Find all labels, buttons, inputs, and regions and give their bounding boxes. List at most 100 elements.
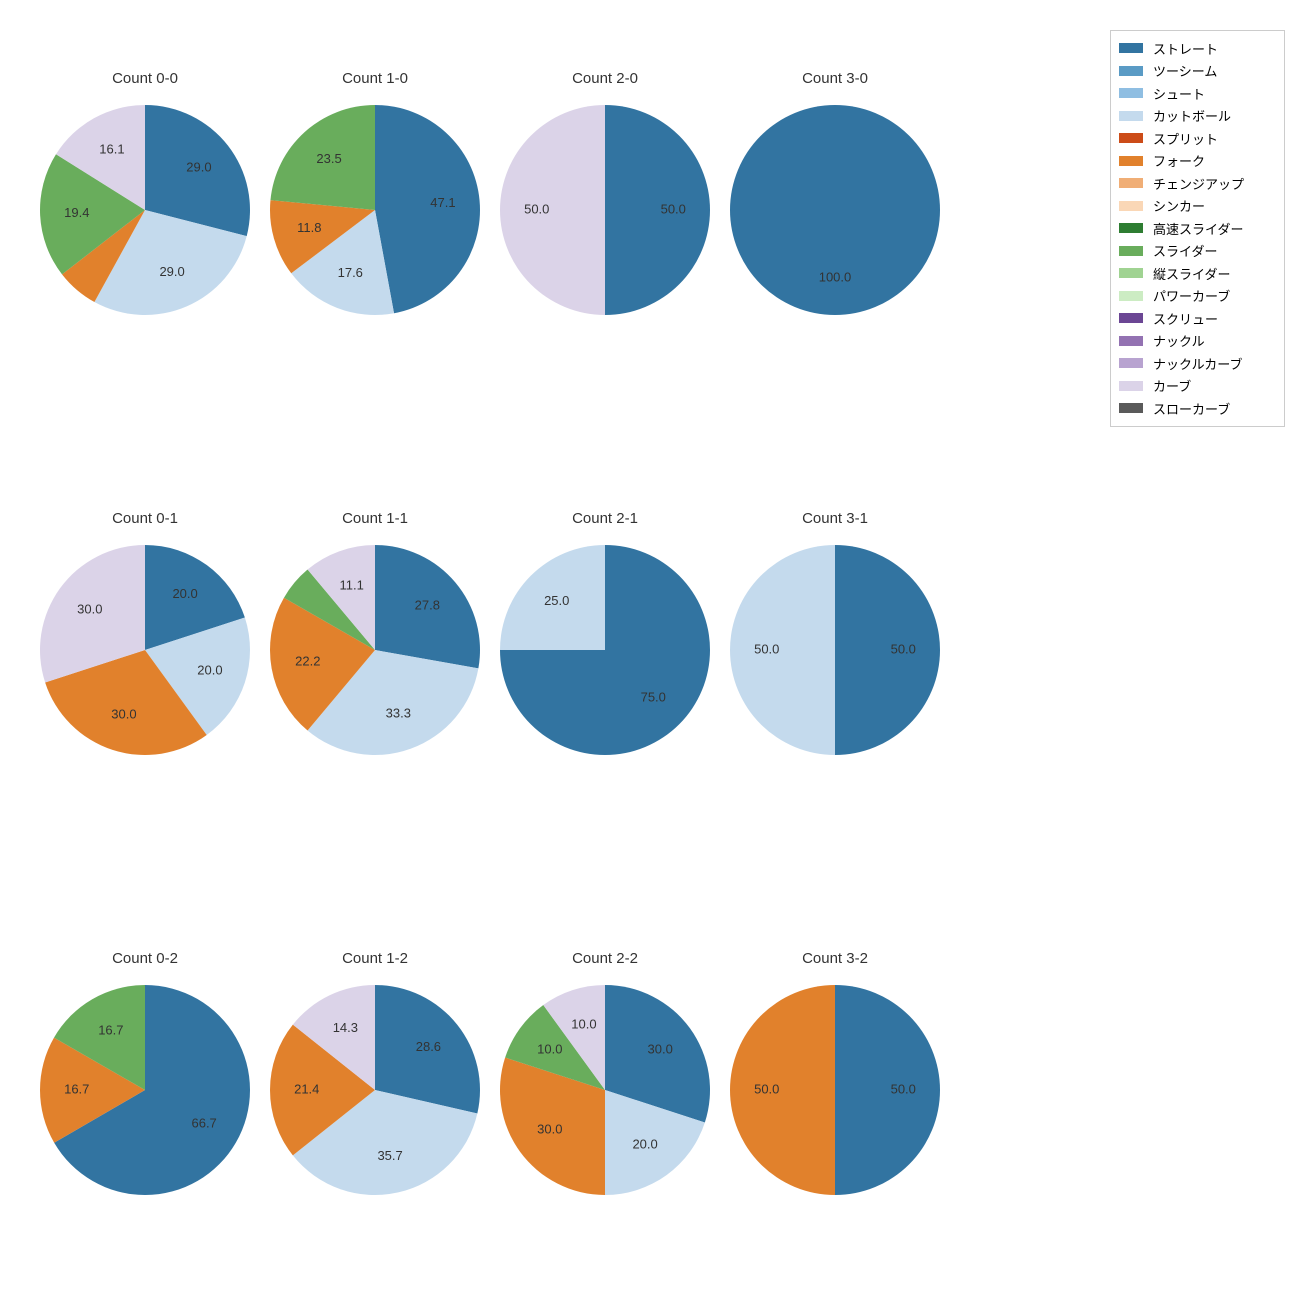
legend-item: 高速スライダー [1119,217,1276,240]
legend-item: カーブ [1119,375,1276,398]
chart-title: Count 0-0 [30,70,260,87]
pie-slice-label: 10.0 [571,1017,596,1032]
pie-slice-label: 50.0 [524,201,549,216]
legend-label: カーブ [1153,376,1191,395]
legend-swatch [1119,43,1143,53]
legend-label: シュート [1153,84,1205,103]
pie-slice [730,545,835,755]
legend-item: シュート [1119,82,1276,105]
pie-chart: Count 1-1 27.8 33.3 22.2 11.1 [260,510,490,755]
pie-chart: Count 1-2 28.6 35.7 21.4 14.3 [260,950,490,1195]
legend-item: スライダー [1119,240,1276,263]
legend-swatch [1119,246,1143,256]
pie-slice-label: 21.4 [294,1081,319,1096]
pie-slice [375,105,480,313]
legend-swatch [1119,133,1143,143]
pie-slice-label: 19.4 [64,205,89,220]
pie-wrap: 50.050.0 [730,985,940,1195]
legend-swatch [1119,178,1143,188]
pie-slice [605,105,710,315]
pie-wrap: 28.6 35.7 21.4 14.3 [270,985,480,1195]
legend-swatch [1119,358,1143,368]
legend-item: パワーカーブ [1119,285,1276,308]
pie-slice-label: 35.7 [377,1148,402,1163]
pie-wrap: 47.1 17.6 11.8 23.5 [270,105,480,315]
legend-label: フォーク [1153,151,1205,170]
legend-label: ナックル [1153,331,1205,350]
legend-item: スプリット [1119,127,1276,150]
pie-slice [835,545,940,755]
pie-slice-label: 100.0 [819,270,852,285]
legend-item: ツーシーム [1119,60,1276,83]
chart-title: Count 3-1 [720,510,950,527]
pie-slice-label: 28.6 [416,1039,441,1054]
legend-swatch [1119,268,1143,278]
legend-label: スライダー [1153,241,1217,260]
legend-label: チェンジアップ [1153,174,1244,193]
chart-title: Count 2-0 [490,70,720,87]
pie-chart: Count 3-0 100.0 [720,70,950,315]
pie-slice-label: 11.8 [297,220,321,235]
legend-item: スローカーブ [1119,397,1276,420]
pie-slice-label: 22.2 [295,653,320,668]
pie-slice-label: 29.0 [186,160,211,175]
legend-swatch [1119,201,1143,211]
chart-title: Count 1-0 [260,70,490,87]
legend-label: ストレート [1153,39,1218,58]
pie-slice-label: 16.7 [64,1082,89,1097]
pie-slice-label: 14.3 [333,1020,358,1035]
legend-label: 高速スライダー [1153,219,1243,238]
pie-wrap: 100.0 [730,105,940,315]
legend: ストレートツーシームシュートカットボールスプリットフォークチェンジアップシンカー… [1110,30,1285,427]
pie-slice-label: 11.1 [340,577,364,592]
legend-label: ナックルカーブ [1153,354,1242,373]
legend-swatch [1119,313,1143,323]
pie-chart: Count 2-175.025.0 [490,510,720,755]
legend-item: カットボール [1119,105,1276,128]
legend-item: フォーク [1119,150,1276,173]
legend-swatch [1119,291,1143,301]
pie-wrap: 75.025.0 [500,545,710,755]
legend-item: シンカー [1119,195,1276,218]
chart-title: Count 3-0 [720,70,950,87]
pie-wrap: 50.0 50.0 [500,105,710,315]
pie-slice-label: 50.0 [754,1081,779,1096]
legend-swatch [1119,66,1143,76]
pie-slice-label: 20.0 [172,586,197,601]
pie-slice-label: 30.0 [537,1122,562,1137]
chart-title: Count 1-2 [260,950,490,967]
pie-slice-label: 16.1 [99,142,124,157]
pie-slice-label: 17.6 [338,265,363,280]
legend-label: シンカー [1153,196,1205,215]
legend-label: カットボール [1153,106,1231,125]
legend-swatch [1119,336,1143,346]
pie-slice-label: 50.0 [754,641,779,656]
pie-chart: Count 3-1 50.050.0 [720,510,950,755]
pie-slice-label: 33.3 [386,706,411,721]
legend-swatch [1119,88,1143,98]
legend-label: パワーカーブ [1153,286,1230,305]
pie-slice-label: 25.0 [544,593,569,608]
legend-item: ナックルカーブ [1119,352,1276,375]
legend-item: ストレート [1119,37,1276,60]
legend-item: 縦スライダー [1119,262,1276,285]
pie-slice-label: 16.7 [98,1022,123,1037]
pie-slice-label: 47.1 [430,195,455,210]
chart-title: Count 1-1 [260,510,490,527]
chart-title: Count 0-1 [30,510,260,527]
pie-slice-label: 29.0 [159,264,184,279]
pie-slice-label: 66.7 [191,1116,216,1131]
pie-slice-label: 27.8 [415,598,440,613]
pie-chart: Count 0-0 29.0 29.0 19.4 16.1 [30,70,260,315]
legend-swatch [1119,111,1143,121]
chart-title: Count 3-2 [720,950,950,967]
pie-wrap: 50.050.0 [730,545,940,755]
legend-swatch [1119,381,1143,391]
legend-label: スプリット [1153,129,1218,148]
pie-slice-label: 23.5 [316,151,341,166]
legend-label: スローカーブ [1153,399,1230,418]
pie-slice-label: 50.0 [661,201,686,216]
pie-wrap: 27.8 33.3 22.2 11.1 [270,545,480,755]
pie-wrap: 66.7 16.7 16.7 [40,985,250,1195]
legend-swatch [1119,156,1143,166]
